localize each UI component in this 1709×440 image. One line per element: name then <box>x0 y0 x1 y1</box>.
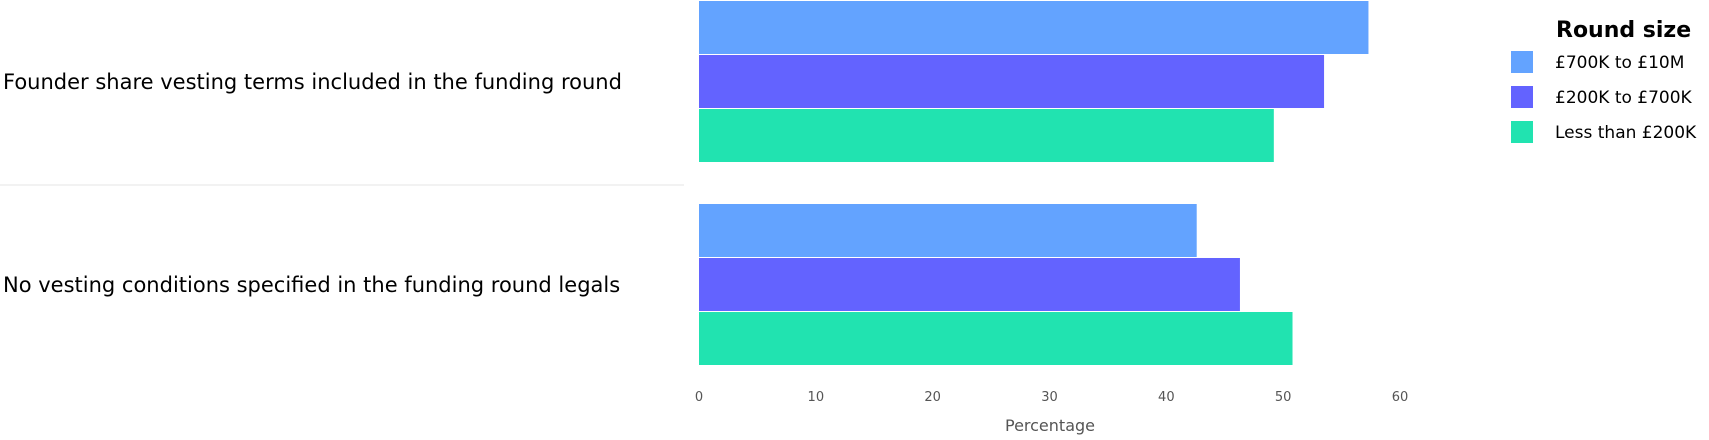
legend-swatch[interactable] <box>1511 86 1533 108</box>
x-tick-label: 40 <box>1158 390 1175 405</box>
category-label: Founder share vesting terms included in … <box>3 70 622 94</box>
bar[interactable] <box>699 204 1197 257</box>
x-tick-label: 30 <box>1041 390 1058 405</box>
legend-swatch[interactable] <box>1511 51 1533 73</box>
x-tick-label: 50 <box>1275 390 1292 405</box>
x-tick-label: 10 <box>808 390 825 405</box>
legend-label[interactable]: £200K to £700K <box>1555 88 1693 108</box>
x-axis-title: Percentage <box>1005 416 1095 435</box>
bar[interactable] <box>699 109 1274 162</box>
x-tick-label: 0 <box>695 390 703 405</box>
legend-title: Round size <box>1556 18 1691 43</box>
legend-label[interactable]: £700K to £10M <box>1555 53 1684 73</box>
x-axis-ticks: 0 10 20 30 40 50 60 <box>695 390 1408 405</box>
x-tick-label: 60 <box>1392 390 1409 405</box>
bar[interactable] <box>699 312 1293 365</box>
bar[interactable] <box>699 258 1240 311</box>
category-labels: Founder share vesting terms included in … <box>3 70 622 297</box>
legend-swatch[interactable] <box>1511 121 1533 143</box>
category-label: No vesting conditions specified in the f… <box>3 273 620 297</box>
legend-label[interactable]: Less than £200K <box>1555 123 1697 143</box>
bars <box>699 1 1369 365</box>
bar[interactable] <box>699 55 1325 108</box>
x-tick-label: 20 <box>924 390 941 405</box>
legend: Round size £700K to £10M £200K to £700K Le… <box>1511 18 1697 143</box>
bar[interactable] <box>699 1 1369 54</box>
legend-items: £700K to £10M £200K to £700K Less than £20… <box>1511 51 1697 143</box>
